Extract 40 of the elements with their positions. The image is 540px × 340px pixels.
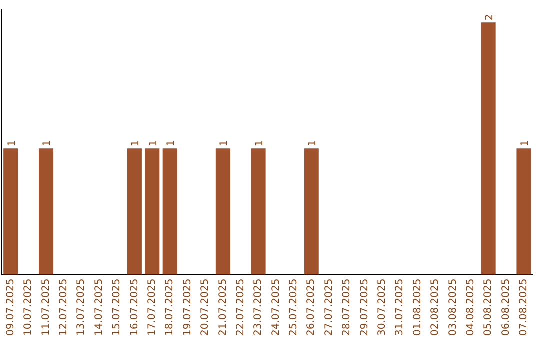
x-tick-label: 12.07.2025 xyxy=(58,278,70,336)
x-tick-label: 21.07.2025 xyxy=(218,278,229,336)
data-label: 1 xyxy=(166,140,178,147)
x-tick-label: 31.07.2025 xyxy=(394,278,406,336)
x-tick-label: 03.08.2025 xyxy=(448,278,459,336)
x-tick-label: 13.07.2025 xyxy=(76,278,88,336)
x-tick-label: 09.07.2025 xyxy=(5,278,16,336)
x-tick-label: 16.07.2025 xyxy=(129,278,140,336)
x-tick-label: 29.07.2025 xyxy=(359,278,370,336)
x-tick-label: 02.08.2025 xyxy=(430,278,442,336)
x-tick-label: 25.07.2025 xyxy=(288,278,300,336)
data-label: 1 xyxy=(254,140,266,147)
x-tick-label: 23.07.2025 xyxy=(253,278,264,336)
x-tick-label: 30.07.2025 xyxy=(377,278,388,336)
x-tick-label: 20.07.2025 xyxy=(200,278,212,336)
x-tick-label: 26.07.2025 xyxy=(306,278,318,336)
x-tick-label: 06.08.2025 xyxy=(500,278,512,336)
data-label: 1 xyxy=(6,140,18,147)
x-tick-label: 15.07.2025 xyxy=(112,278,123,336)
data-label: 1 xyxy=(42,140,54,147)
x-tick-label: 11.07.2025 xyxy=(40,278,52,336)
x-tick-label: 04.08.2025 xyxy=(465,278,476,336)
x-tick-label: 05.08.2025 xyxy=(483,278,494,336)
x-tick-label: 22.07.2025 xyxy=(235,278,246,336)
x-tick-label: 18.07.2025 xyxy=(164,278,176,336)
data-label: 1 xyxy=(308,140,319,147)
x-tick-label: 27.07.2025 xyxy=(324,278,335,336)
data-label: 1 xyxy=(219,140,230,147)
data-label: 2 xyxy=(484,14,496,21)
x-tick-label: 14.07.2025 xyxy=(94,278,105,336)
x-tick-label: 01.08.2025 xyxy=(412,278,424,336)
x-tick-label: 24.07.2025 xyxy=(270,278,282,336)
data-label: 1 xyxy=(130,140,142,147)
x-tick-label: 19.07.2025 xyxy=(182,278,194,336)
x-tick-label: 28.07.2025 xyxy=(342,278,353,336)
x-tick-label: 07.08.2025 xyxy=(518,278,530,336)
x-tick-label: 17.07.2025 xyxy=(146,278,158,336)
x-tick-label: 10.07.2025 xyxy=(23,278,34,336)
data-label: 1 xyxy=(148,140,160,147)
data-label: 1 xyxy=(520,140,531,147)
